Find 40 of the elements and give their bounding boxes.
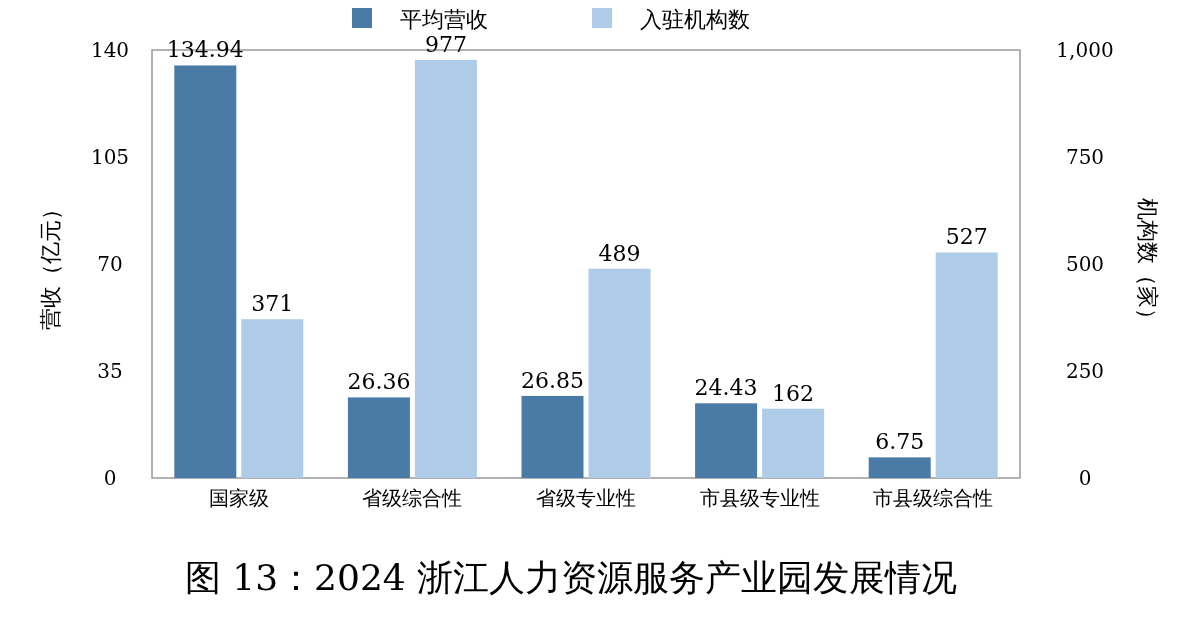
y-tick-label: 140	[90, 38, 130, 62]
y2-tick-label: 250	[1065, 359, 1105, 383]
bar	[868, 457, 931, 478]
bar	[935, 252, 998, 478]
bar	[347, 397, 410, 478]
data-label: 26.85	[521, 367, 584, 393]
y2-tick-label: 0	[1078, 466, 1092, 490]
bar	[588, 268, 651, 478]
bar	[174, 65, 237, 478]
y2-tick-label: 750	[1065, 145, 1105, 169]
y-tick-label: 105	[90, 145, 130, 169]
text: 图 13：2024 浙江人力资源服务产业园发展情况	[184, 557, 958, 598]
data-label: 24.43	[694, 375, 758, 401]
data-label: 371	[251, 291, 294, 317]
data-label: 489	[598, 240, 641, 266]
y-tick-label: 70	[97, 252, 123, 276]
data-label: 6.75	[875, 429, 925, 455]
bar	[414, 59, 477, 478]
data-label: 26.36	[347, 369, 411, 395]
x-tick-label: 省级专业性	[536, 486, 636, 510]
legend-label: 入驻机构数	[640, 7, 750, 32]
bar	[762, 408, 825, 478]
legend-label: 平均营收	[400, 7, 488, 32]
y2-tick-label: 1,000	[1056, 38, 1114, 62]
x-tick-label: 国家级	[208, 486, 269, 510]
data-label: 134.94	[166, 37, 244, 63]
data-label: 527	[945, 224, 988, 250]
data-label: 162	[772, 380, 815, 406]
bar	[695, 403, 758, 478]
y-tick-label: 0	[103, 466, 117, 490]
y-tick-label: 35	[97, 359, 123, 383]
x-tick-label: 市县级专业性	[699, 486, 820, 510]
bar	[241, 319, 304, 478]
y2-tick-label: 500	[1065, 252, 1105, 276]
x-tick-label: 市县级综合性	[873, 486, 994, 510]
data-label: 977	[424, 31, 467, 57]
bar	[521, 395, 584, 478]
y2-axis-title: 机构数（家）	[1135, 198, 1160, 330]
x-tick-label: 省级综合性	[362, 486, 463, 510]
y-axis-title: 营收（亿元）	[38, 198, 63, 330]
